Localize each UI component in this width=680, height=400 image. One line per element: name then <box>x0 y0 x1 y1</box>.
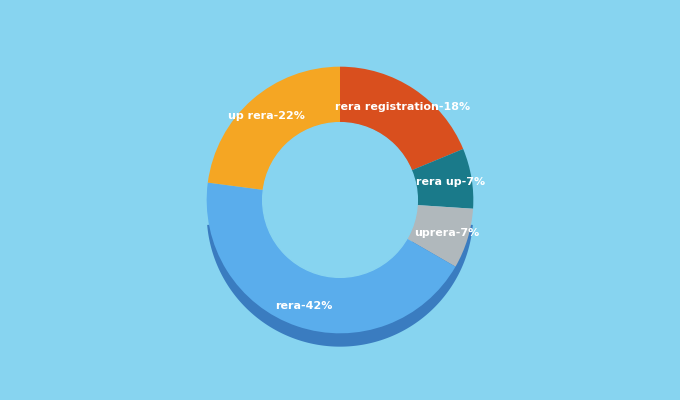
Wedge shape <box>411 149 473 209</box>
Text: uprera-7%: uprera-7% <box>415 228 480 238</box>
Circle shape <box>262 123 418 277</box>
Wedge shape <box>407 205 473 267</box>
Text: up rera-22%: up rera-22% <box>228 111 305 121</box>
Text: rera up-7%: rera up-7% <box>416 177 485 187</box>
Wedge shape <box>340 67 463 170</box>
Text: rera-42%: rera-42% <box>275 301 333 311</box>
Polygon shape <box>207 220 473 347</box>
Text: rera registration-18%: rera registration-18% <box>335 102 470 112</box>
Wedge shape <box>207 182 456 333</box>
Wedge shape <box>208 67 340 190</box>
